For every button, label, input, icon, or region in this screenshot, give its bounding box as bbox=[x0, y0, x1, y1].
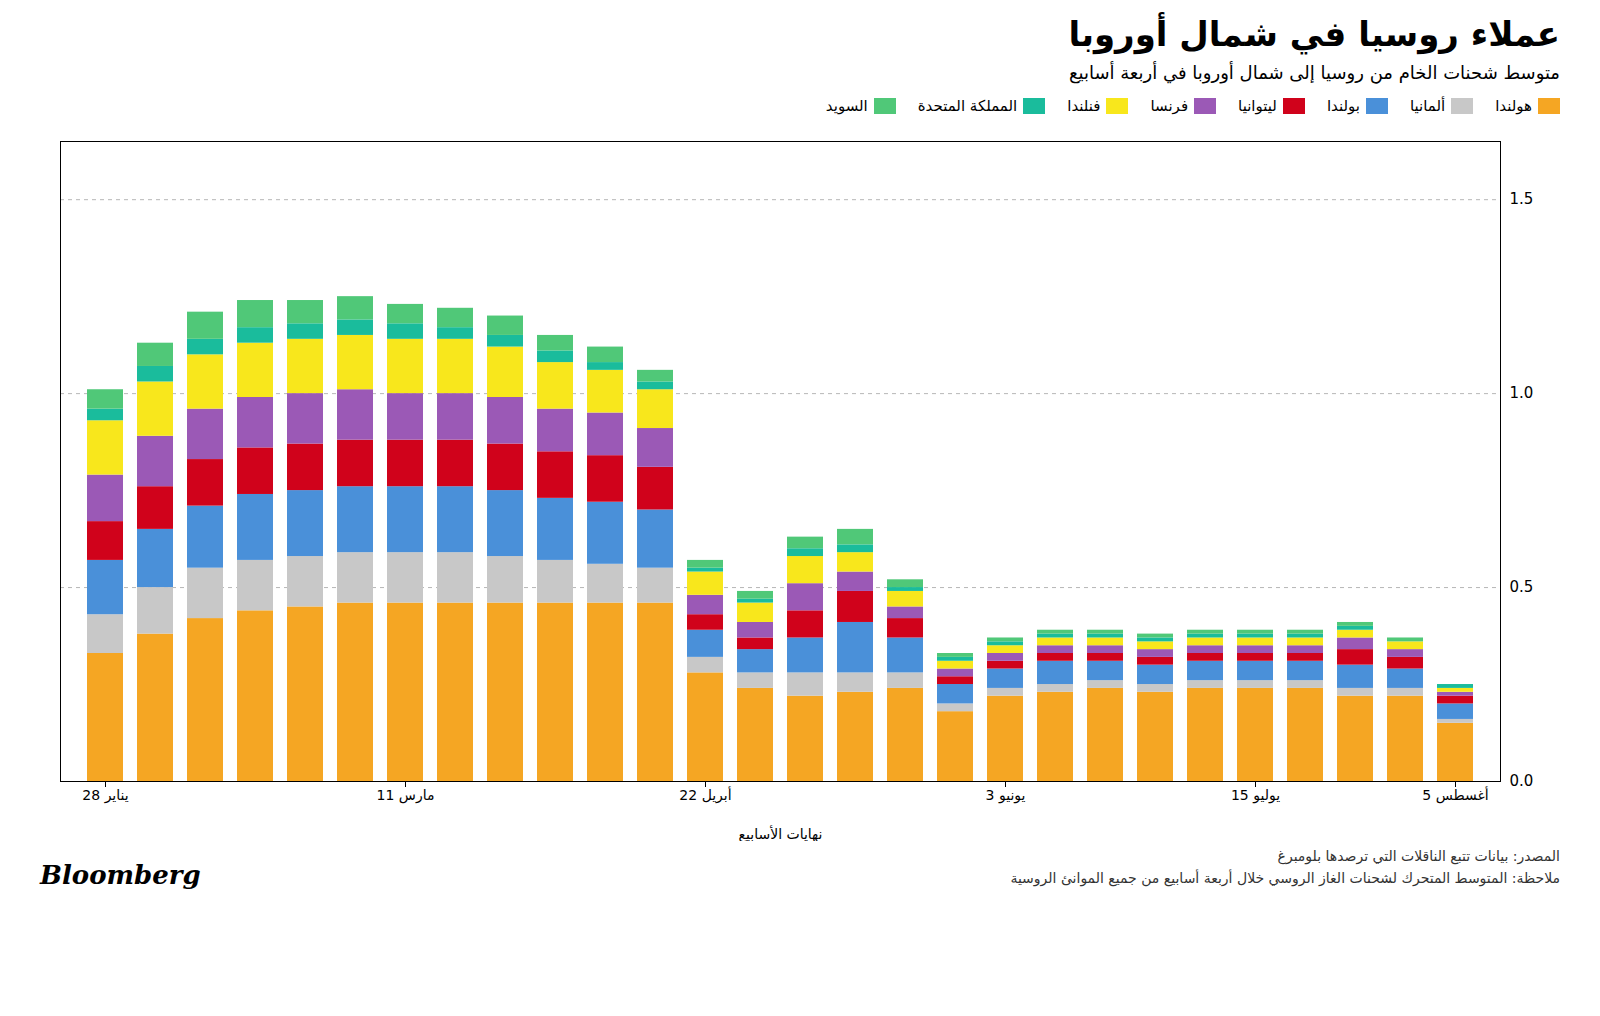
svg-text:28 يناير: 28 يناير bbox=[82, 787, 128, 804]
svg-text:0.5: 0.5 bbox=[1510, 578, 1534, 596]
svg-text:3 يونيو: 3 يونيو bbox=[986, 787, 1026, 804]
svg-text:نهايات الأسابيع: نهايات الأسابيع bbox=[739, 825, 823, 842]
html-text:ألمانيا: ألمانيا bbox=[1409, 97, 1446, 115]
svg-text:22 أبريل: 22 أبريل bbox=[679, 786, 731, 804]
html-text:ليتوانيا: ليتوانيا bbox=[1238, 97, 1277, 115]
svg-text:11 مارس: 11 مارس bbox=[377, 787, 435, 804]
html-text:فنلندا: فنلندا bbox=[1067, 97, 1101, 115]
svg-text:5 أغسطس: 5 أغسطس bbox=[1422, 786, 1489, 804]
html-text:المصدر: بيانات تتبع الناقلات ا: المصدر: بيانات تتبع الناقلات التي ترصدها… bbox=[1277, 848, 1560, 864]
svg-text:15 يوليو: 15 يوليو bbox=[1231, 787, 1280, 804]
svg-text:1.5: 1.5 bbox=[1510, 190, 1534, 208]
svg-text:1.0: 1.0 bbox=[1510, 384, 1534, 402]
html-text:عملاء روسيا في شمال أوروبا: عملاء روسيا في شمال أوروبا bbox=[1068, 14, 1560, 54]
html-text:ملاحظة: المتوسط المتحرك لشحنات: ملاحظة: المتوسط المتحرك لشحنات الغاز الر… bbox=[1010, 870, 1560, 887]
svg-text:0.0: 0.0 bbox=[1510, 772, 1534, 790]
html-text:بولندا: بولندا bbox=[1326, 97, 1360, 115]
html-text:فرنسا: فرنسا bbox=[1150, 97, 1189, 115]
html-text:السويد: السويد bbox=[825, 97, 868, 115]
html-text:Bloomberg: Bloomberg bbox=[40, 859, 201, 890]
html-text:هولندا: هولندا bbox=[1495, 97, 1532, 115]
html-text:متوسط شحنات الخام من روسيا إلى: متوسط شحنات الخام من روسيا إلى شمال أورو… bbox=[1068, 62, 1560, 83]
html-text:المملكة المتحدة: المملكة المتحدة bbox=[917, 97, 1018, 115]
